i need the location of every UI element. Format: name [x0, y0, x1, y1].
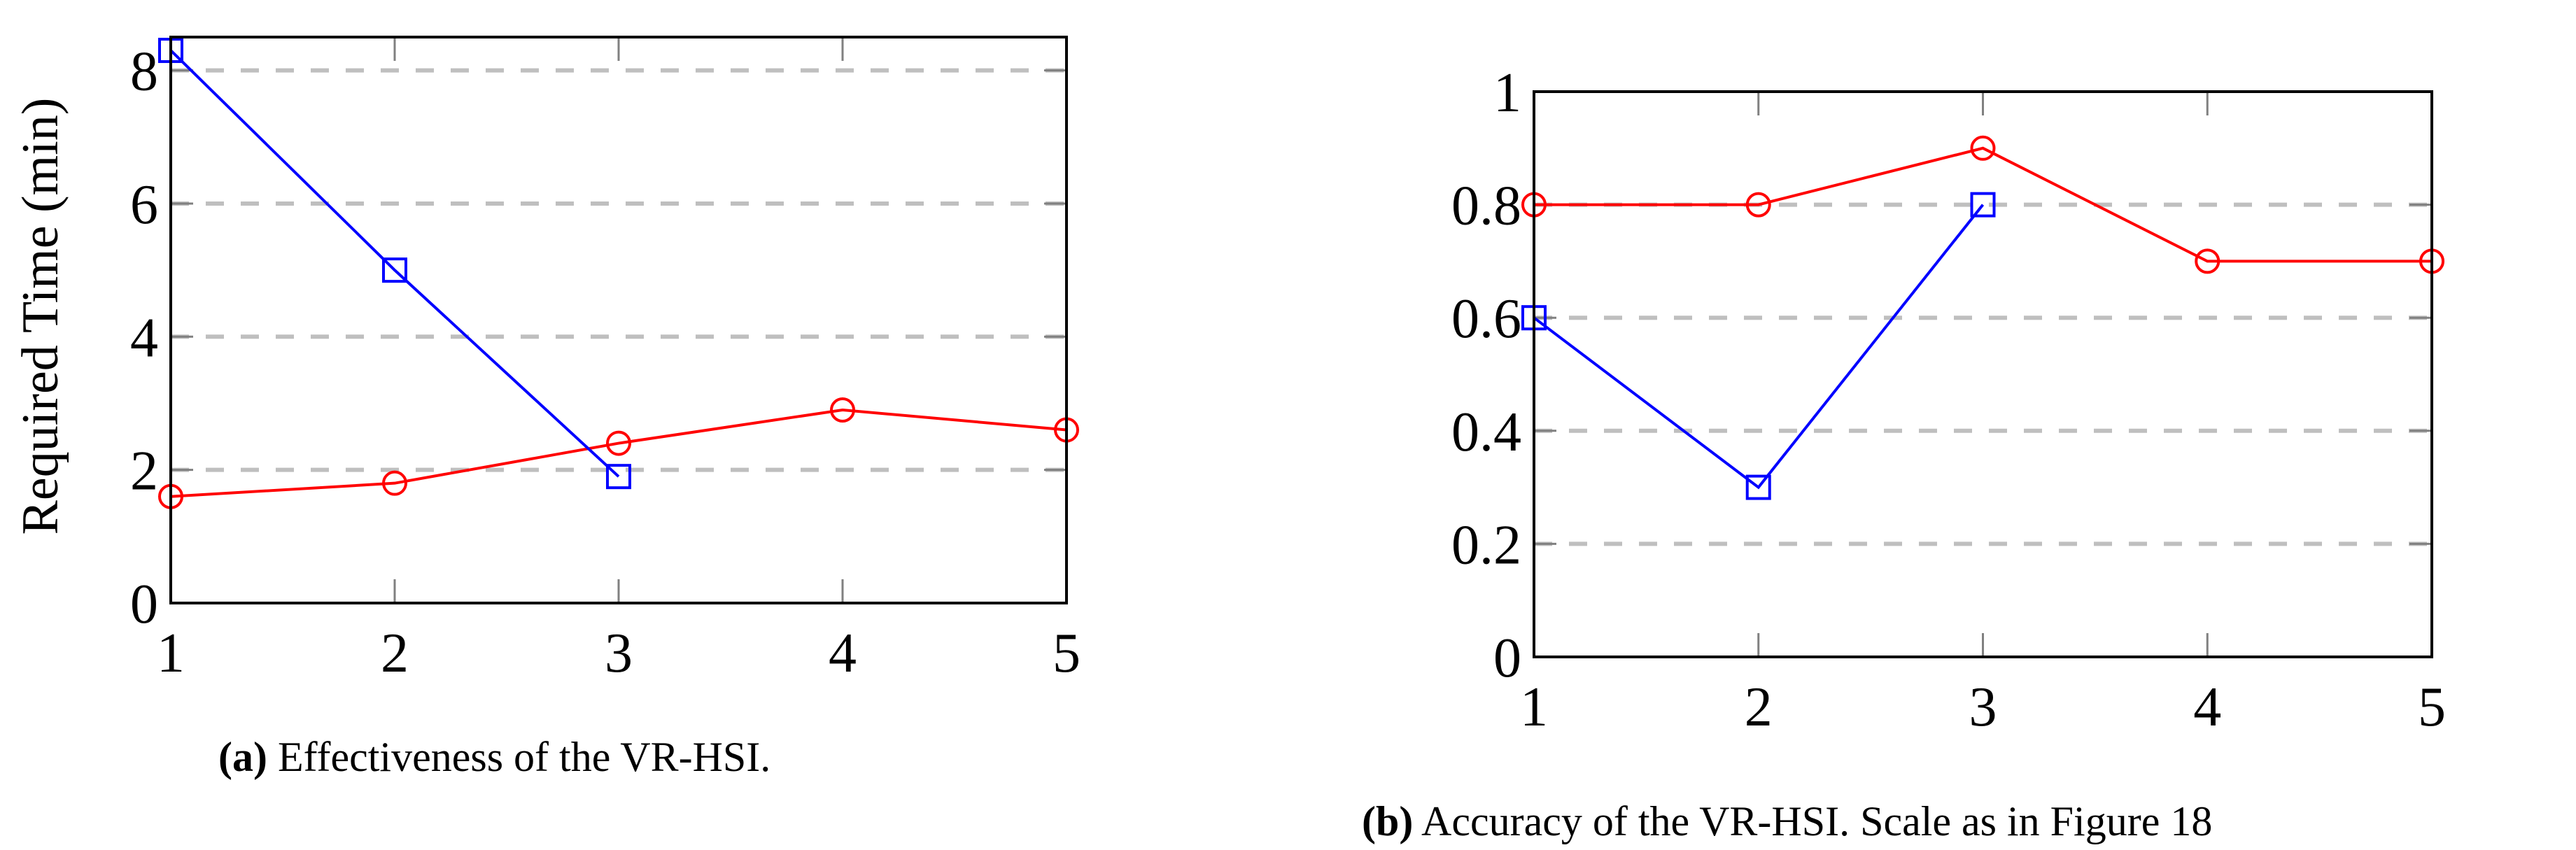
caption-b: (b) Accuracy of the VR-HSI. Scale as in …: [1362, 798, 2212, 846]
y-tick-label: 2: [130, 441, 158, 502]
square-marker-icon: [1970, 192, 1996, 218]
y-tick-label: 4: [130, 307, 158, 369]
caption-a-label: (a): [218, 734, 267, 780]
y-tick-label: 0.6: [1451, 288, 1521, 350]
y-tick-label: 0.4: [1451, 402, 1521, 463]
y-tick-label: 0.2: [1451, 514, 1521, 576]
x-tick-label: 4: [829, 623, 857, 684]
x-tick-label: 2: [1745, 677, 1773, 735]
circle-marker-icon: [830, 397, 855, 423]
circle-marker-icon: [1745, 192, 1771, 218]
x-tick-label: 1: [1520, 677, 1548, 735]
plot-frame: [1533, 90, 2433, 658]
caption-a-text: Effectiveness of the VR-HSI.: [277, 734, 771, 780]
y-axis-label: Required Time (min): [12, 98, 69, 535]
x-tick-label: 2: [381, 623, 409, 684]
x-tick-label: 3: [605, 623, 633, 684]
series-line-red-circle: [1534, 146, 2432, 263]
caption-b-text: Accuracy of the VR-HSI. Scale as in Figu…: [1421, 798, 2213, 844]
y-tick-label: 0: [130, 574, 158, 635]
circle-marker-icon: [2195, 248, 2220, 274]
series-line-red-circle: [170, 408, 1067, 498]
x-tick-label: 4: [2193, 677, 2221, 735]
circle-marker-icon: [1970, 135, 1996, 161]
x-tick-label: 1: [157, 623, 185, 684]
plot-frame: [169, 36, 1068, 604]
square-marker-icon: [606, 464, 631, 490]
circle-marker-icon: [382, 470, 407, 496]
x-tick-label: 5: [2418, 677, 2446, 735]
circle-marker-icon: [606, 430, 631, 456]
chart-a-plot: 0 2 4 6 8 1 2 3 4 5 Required Time (min): [12, 36, 1081, 684]
y-tick-label: 6: [130, 174, 158, 236]
square-marker-icon: [1745, 474, 1771, 500]
caption-a: (a) Effectiveness of the VR-HSI.: [218, 733, 770, 781]
y-tick-label: 0: [1493, 628, 1521, 689]
caption-b-label: (b): [1362, 798, 1414, 844]
y-tick-label: 0.8: [1451, 176, 1521, 237]
x-tick-label: 3: [1969, 677, 1997, 735]
chart-b-plot: 0 0.2 0.4 0.6 0.8 1 1 2 3 4 5: [1451, 62, 2446, 735]
square-marker-icon: [382, 257, 407, 283]
x-tick-label: 5: [1053, 623, 1081, 684]
y-tick-label: 1: [1493, 62, 1521, 124]
chart-panel-a: 0 2 4 6 8 1 2 3 4 5 Required Time (min): [0, 0, 1120, 703]
series-line-blue-square: [169, 49, 620, 478]
y-tick-label: 8: [130, 41, 158, 103]
series-line-blue-square: [1533, 204, 1985, 490]
